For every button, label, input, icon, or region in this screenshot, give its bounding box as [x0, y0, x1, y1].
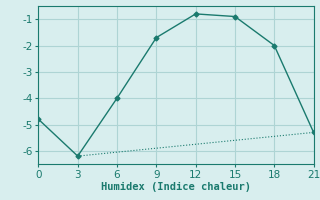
X-axis label: Humidex (Indice chaleur): Humidex (Indice chaleur) [101, 182, 251, 192]
